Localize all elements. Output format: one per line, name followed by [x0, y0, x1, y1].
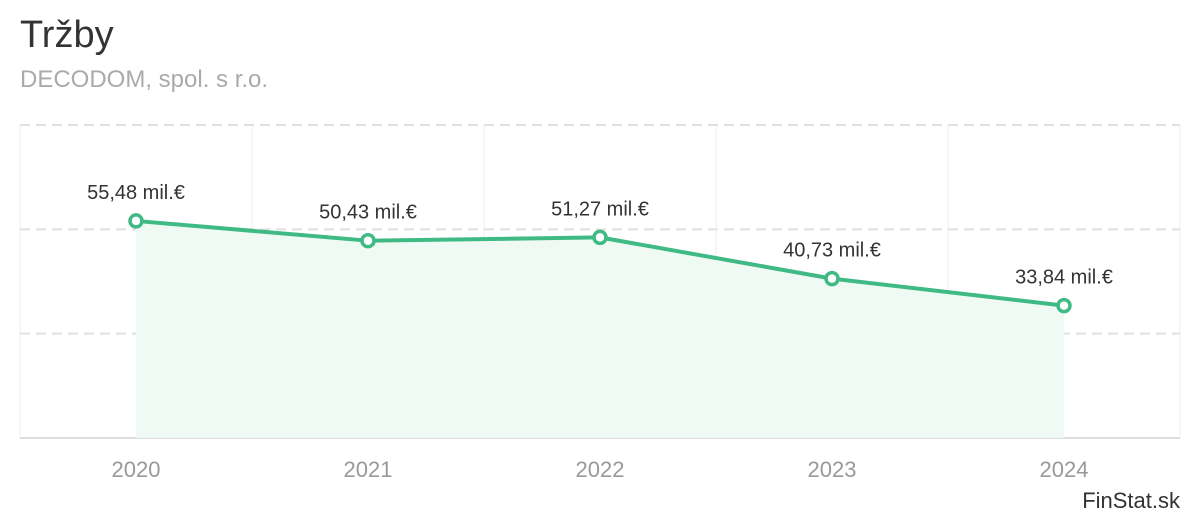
data-label: 50,43 mil.€ — [319, 202, 417, 224]
area-fill — [136, 220, 1064, 438]
x-tick-label: 2022 — [576, 457, 625, 482]
x-tick-label: 2024 — [1040, 457, 1089, 482]
data-point — [824, 270, 840, 287]
data-label: 51,27 mil.€ — [551, 198, 649, 220]
chart-title: Tržby — [20, 14, 114, 56]
data-point — [128, 213, 144, 229]
data-label: 33,84 mil.€ — [1015, 267, 1113, 289]
chart-subtitle: DECODOM, spol. s r.o. — [20, 66, 269, 93]
data-label: 55,48 mil.€ — [87, 182, 185, 204]
data-label: 40,73 mil.€ — [783, 240, 881, 262]
data-point — [360, 232, 376, 249]
x-tick-label: 2020 — [112, 457, 161, 482]
x-tick-label: 2021 — [344, 457, 393, 482]
credit-link[interactable]: FinStat.sk — [1082, 488, 1180, 513]
x-tick-label: 2023 — [808, 457, 857, 482]
data-point — [592, 229, 608, 246]
data-point — [1056, 297, 1072, 314]
